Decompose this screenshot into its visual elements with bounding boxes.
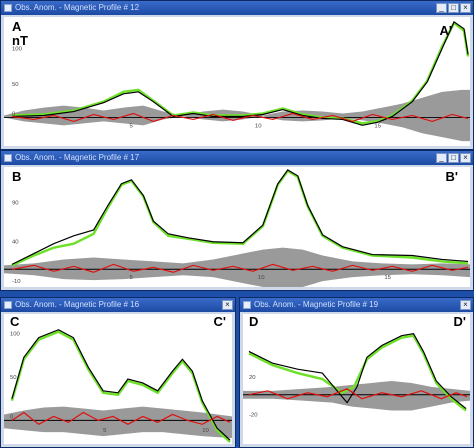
profile-plot: 100 50 0 5 10 15 A nT A' — [4, 17, 470, 146]
maximize-button[interactable]: □ — [448, 153, 459, 163]
window-title: Obs. Anom. - Magnetic Profile # 12 — [15, 3, 140, 12]
profile-chart: 100 50 0 5 10 15 — [4, 20, 470, 142]
model-curve — [248, 333, 467, 410]
profile-end-label: B' — [445, 169, 458, 184]
maximize-button[interactable]: □ — [448, 3, 459, 13]
x-tick: 10 — [255, 123, 262, 129]
window-titlebar[interactable]: Obs. Anom. - Magnetic Profile # 16 × — [1, 298, 235, 312]
profile-end-label: A' — [439, 23, 452, 38]
y-tick: -20 — [249, 412, 258, 418]
profile-plot: 100 50 0 5 10 C C' — [4, 314, 232, 444]
window-titlebar[interactable]: Obs. Anom. - Magnetic Profile # 12 _ □ × — [1, 1, 473, 15]
profile-window-d[interactable]: Obs. Anom. - Magnetic Profile # 19 × 20 … — [239, 297, 474, 448]
window-title: Obs. Anom. - Magnetic Profile # 16 — [15, 300, 140, 309]
x-tick: 10 — [258, 275, 265, 281]
residual-curve — [11, 263, 469, 273]
minimize-button[interactable]: _ — [436, 153, 447, 163]
uncertainty-envelope — [4, 406, 232, 439]
profile-window-a[interactable]: Obs. Anom. - Magnetic Profile # 12 _ □ × 1… — [0, 0, 474, 150]
window-titlebar[interactable]: Obs. Anom. - Magnetic Profile # 17 _ □ × — [1, 151, 473, 165]
window-title: Obs. Anom. - Magnetic Profile # 19 — [254, 300, 379, 309]
close-button[interactable]: × — [222, 300, 233, 310]
y-tick: 50 — [10, 375, 17, 381]
y-tick: 90 — [12, 200, 19, 206]
close-button[interactable]: × — [460, 300, 471, 310]
y-tick: 0 — [12, 111, 16, 117]
observed-curve — [248, 334, 467, 412]
app-icon — [243, 301, 251, 309]
residual-curve — [11, 411, 231, 426]
app-icon — [4, 154, 12, 162]
observed-curve — [11, 169, 469, 267]
window-title: Obs. Anom. - Magnetic Profile # 17 — [15, 153, 140, 162]
model-curve — [11, 21, 469, 126]
unit-label: nT — [12, 33, 28, 48]
model-curve — [11, 329, 231, 441]
close-button[interactable]: × — [460, 3, 471, 13]
model-curve — [11, 169, 469, 265]
window-titlebar[interactable]: Obs. Anom. - Magnetic Profile # 19 × — [240, 298, 473, 312]
x-tick: 15 — [384, 275, 391, 281]
profile-start-label: B — [12, 169, 22, 184]
close-button[interactable]: × — [460, 153, 471, 163]
app-icon — [4, 301, 12, 309]
y-tick: 100 — [12, 47, 23, 53]
profile-start-label: A — [12, 19, 22, 34]
y-tick: 20 — [249, 375, 256, 381]
profile-chart: 100 50 0 5 10 — [4, 329, 232, 443]
x-tick: 5 — [103, 428, 107, 434]
profile-end-label: D' — [453, 314, 466, 329]
profile-plot: 20 -20 D D' — [243, 314, 470, 444]
y-tick: 50 — [12, 82, 19, 88]
y-tick: 0 — [10, 414, 14, 420]
profile-start-label: C — [10, 314, 20, 329]
profile-start-label: D — [249, 314, 259, 329]
x-tick: 5 — [129, 123, 133, 129]
profile-chart: 90 40 -10 5 10 15 — [4, 169, 470, 287]
profile-end-label: C' — [213, 314, 226, 329]
profile-window-b[interactable]: Obs. Anom. - Magnetic Profile # 17 _ □ × 9… — [0, 150, 474, 291]
app-icon — [4, 4, 12, 12]
minimize-button[interactable]: _ — [436, 3, 447, 13]
x-tick: 5 — [129, 275, 133, 281]
x-tick: 15 — [374, 123, 381, 129]
observed-curve — [10, 330, 231, 443]
profile-plot: 90 40 -10 5 10 15 B B' — [4, 167, 470, 287]
residual-curve — [11, 112, 469, 123]
x-tick: 10 — [202, 428, 209, 434]
residual-curve — [248, 388, 468, 400]
y-tick: 100 — [10, 332, 21, 338]
y-tick: -10 — [12, 279, 21, 285]
profile-window-c[interactable]: Obs. Anom. - Magnetic Profile # 16 × 100… — [0, 297, 236, 448]
y-tick: 40 — [12, 240, 19, 246]
profile-chart: 20 -20 — [243, 333, 470, 418]
